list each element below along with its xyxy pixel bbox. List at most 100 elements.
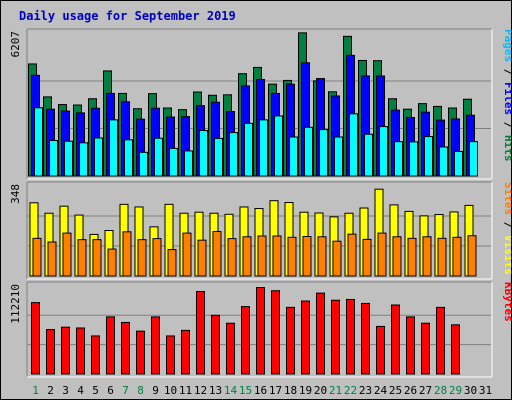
x-tick-day-18: 18 [284, 384, 297, 397]
pages-bar-day-2 [49, 140, 58, 177]
kbytes-bar-day-20 [316, 292, 325, 375]
sites-bar-day-26 [407, 237, 417, 277]
pages-bar-day-3 [64, 140, 73, 177]
x-tick-day-28: 28 [434, 384, 447, 397]
panel-1: 6207 Pages / Files / Hits [9, 28, 511, 180]
pages-bar-day-19 [304, 126, 313, 177]
kbytes-bar-day-1 [31, 302, 40, 375]
kbytes-bar-day-15 [241, 306, 250, 375]
pages-bar-day-7 [124, 139, 133, 177]
legend-kbytes: KBytes [502, 282, 511, 322]
sites-bar-day-8 [137, 239, 147, 277]
x-tick-day-8: 8 [137, 384, 144, 397]
sites-bar-day-2 [47, 241, 57, 277]
pages-bar-day-1 [34, 107, 43, 177]
x-tick-day-30: 30 [464, 384, 477, 397]
pages-bar-day-22 [349, 113, 358, 177]
kbytes-bar-day-8 [136, 330, 145, 375]
sites-bar-day-14 [227, 238, 237, 277]
sites-bar-day-13 [212, 231, 222, 277]
pages-bar-day-29 [454, 150, 463, 177]
x-tick-day-16: 16 [254, 384, 267, 397]
chart-panels: 6207 Pages / Files / Hits 348 Sites / Visit… [9, 28, 511, 378]
pages-bar-day-11 [184, 150, 193, 177]
kbytes-bar-day-11 [181, 329, 190, 375]
series-legend: KBytes [502, 282, 511, 322]
x-tick-day-24: 24 [374, 384, 388, 397]
pages-bar-day-4 [79, 142, 88, 177]
sites-bar-day-4 [77, 239, 87, 277]
sites-bar-day-19 [302, 236, 312, 277]
x-tick-day-5: 5 [92, 384, 99, 397]
pages-bar-day-13 [214, 137, 223, 177]
kbytes-bar-day-23 [361, 302, 370, 375]
kbytes-bar-day-16 [256, 287, 265, 375]
sites-bar-day-7 [122, 231, 132, 277]
pages-bar-day-18 [289, 136, 298, 177]
sites-bar-day-16 [257, 235, 267, 277]
kbytes-bar-day-26 [406, 316, 415, 375]
x-axis-ticks: 1 2 3 4 5 6 7 8 9 10 11 12 13 14 15 16 17 18 19 20 21 22 23 24 2… [32, 384, 492, 397]
kbytes-bar-day-9 [151, 316, 160, 375]
pages-bar-day-10 [169, 147, 178, 177]
x-tick-day-10: 10 [164, 384, 177, 397]
kbytes-bar-day-22 [346, 298, 355, 375]
kbytes-bar-day-28 [436, 306, 445, 375]
series-legend: Sites / Visits [502, 182, 511, 275]
x-tick-day-1: 1 [32, 384, 39, 397]
x-tick-day-17: 17 [269, 384, 282, 397]
kbytes-bar-day-21 [331, 299, 340, 375]
legend-sites: Sites [502, 182, 511, 215]
sites-bar-day-27 [422, 236, 432, 277]
pages-bar-day-15 [244, 122, 253, 177]
kbytes-bar-day-24 [376, 325, 385, 375]
kbytes-bar-day-25 [391, 304, 400, 375]
kbytes-bar-day-19 [301, 300, 310, 375]
legend-separator: / [502, 215, 511, 235]
kbytes-bar-day-7 [121, 321, 130, 375]
y-max-label: 6207 [9, 31, 22, 58]
sites-bar-day-3 [62, 232, 72, 277]
kbytes-bar-day-2 [46, 329, 55, 375]
pages-bar-day-16 [259, 119, 268, 177]
kbytes-bar-day-17 [271, 290, 280, 375]
kbytes-bar-day-4 [76, 327, 85, 375]
x-tick-day-7: 7 [122, 384, 129, 397]
sites-bar-day-25 [392, 236, 402, 277]
y-max-label: 112210 [9, 284, 22, 324]
sites-bar-day-5 [92, 239, 102, 277]
x-tick-day-11: 11 [179, 384, 192, 397]
kbytes-bar-day-14 [226, 322, 235, 375]
x-tick-day-29: 29 [449, 384, 462, 397]
sites-bar-day-17 [272, 235, 282, 277]
pages-bar-day-12 [199, 130, 208, 177]
x-tick-day-15: 15 [239, 384, 252, 397]
pages-bar-day-24 [379, 126, 388, 177]
sites-bar-day-24 [377, 232, 387, 277]
pages-bar-day-30 [469, 141, 478, 177]
sites-bar-day-11 [182, 232, 192, 277]
pages-bar-day-26 [409, 141, 418, 177]
sites-bar-day-20 [317, 236, 327, 277]
x-tick-day-31: 31 [479, 384, 492, 397]
sites-bar-day-30 [467, 235, 477, 277]
panel-3: 112210 KBytes [9, 281, 511, 378]
x-tick-day-27: 27 [419, 384, 432, 397]
sites-bar-day-21 [332, 240, 342, 277]
pages-bar-day-28 [439, 146, 448, 177]
x-tick-day-19: 19 [299, 384, 312, 397]
pages-bar-day-21 [334, 136, 343, 177]
kbytes-bar-day-6 [106, 316, 115, 375]
pages-bar-day-17 [274, 115, 283, 177]
x-tick-day-21: 21 [329, 384, 342, 397]
x-tick-day-14: 14 [224, 384, 238, 397]
y-max-label: 348 [9, 184, 22, 204]
sites-bar-day-15 [242, 236, 252, 277]
legend-visits: Visits [502, 235, 511, 275]
kbytes-bar-day-27 [421, 322, 430, 375]
pages-bar-day-9 [154, 137, 163, 177]
x-tick-day-3: 3 [62, 384, 69, 397]
pages-bar-day-27 [424, 136, 433, 177]
